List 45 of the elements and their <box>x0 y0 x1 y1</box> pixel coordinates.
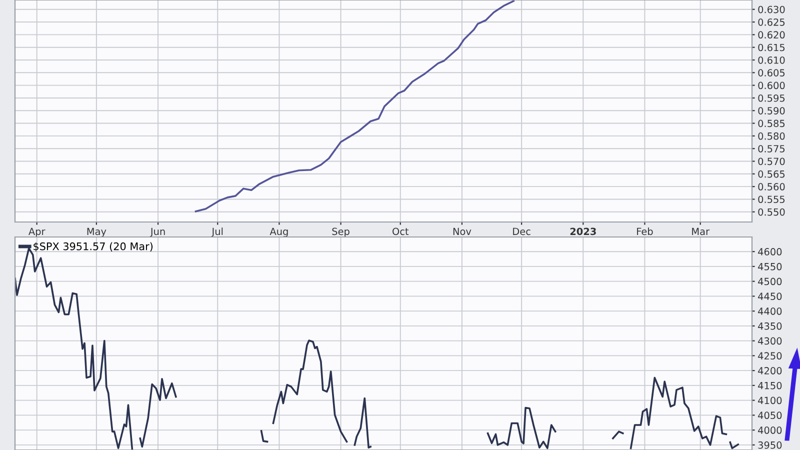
y-tick-label: 0.620 <box>758 31 785 39</box>
y-tick-label: 4000 <box>758 426 782 434</box>
x-tick-label: Dec <box>513 228 530 236</box>
y-tick-label: 0.585 <box>758 120 785 128</box>
y-tick-label: 0.615 <box>758 44 785 52</box>
y-tick-label: 4250 <box>758 352 782 360</box>
y-tick-label: 0.555 <box>758 196 785 204</box>
y-tick-label: 0.605 <box>758 69 785 76</box>
y-tick-label: 4450 <box>758 292 782 300</box>
y-tick-label: 4500 <box>758 278 782 286</box>
x-tick-label: Jun <box>150 228 165 237</box>
x-tick-label: Oct <box>392 228 409 236</box>
y-tick-label: 4600 <box>758 248 782 256</box>
x-tick-label: May <box>87 228 106 237</box>
x-tick-label: 2023 <box>570 228 596 236</box>
y-tick-label: 0.570 <box>758 158 785 166</box>
x-tick-label: Aug <box>270 228 288 237</box>
y-tick-label: 0.625 <box>758 18 785 26</box>
y-tick-label: 0.575 <box>758 145 785 152</box>
x-tick-label: Feb <box>637 228 653 236</box>
y-tick-label: 3950 <box>758 441 782 449</box>
y-tick-label: 4100 <box>758 396 782 404</box>
y-tick-label: 4150 <box>758 382 782 390</box>
y-tick-label: 0.590 <box>758 107 785 114</box>
y-tick-label: 4300 <box>758 337 782 345</box>
x-tick-label: Jul <box>211 228 223 237</box>
y-tick-label: 0.595 <box>758 94 785 102</box>
y-tick-label: 4200 <box>758 367 782 374</box>
y-tick-label: 4400 <box>758 308 782 315</box>
legend-label: $SPX 3951.57 (20 Mar) <box>34 242 153 252</box>
line-series <box>194 0 515 212</box>
y-tick-label: 0.610 <box>758 56 785 64</box>
y-tick-label: 0.560 <box>758 183 785 190</box>
y-tick-label: 4350 <box>758 322 782 330</box>
y-tick-label: 0.550 <box>758 208 785 216</box>
y-tick-label: 0.630 <box>758 6 785 14</box>
x-tick-label: Apr <box>28 228 46 237</box>
y-tick-label: 4050 <box>758 412 782 420</box>
x-tick-label: Nov <box>453 228 472 236</box>
y-tick-label: 4550 <box>758 262 782 270</box>
y-tick-label: 0.565 <box>758 170 785 178</box>
y-tick-label: 0.600 <box>758 82 785 90</box>
x-tick-label: Sep <box>332 228 350 237</box>
y-tick-label: 0.580 <box>758 132 785 140</box>
x-tick-label: Mar <box>692 228 710 236</box>
